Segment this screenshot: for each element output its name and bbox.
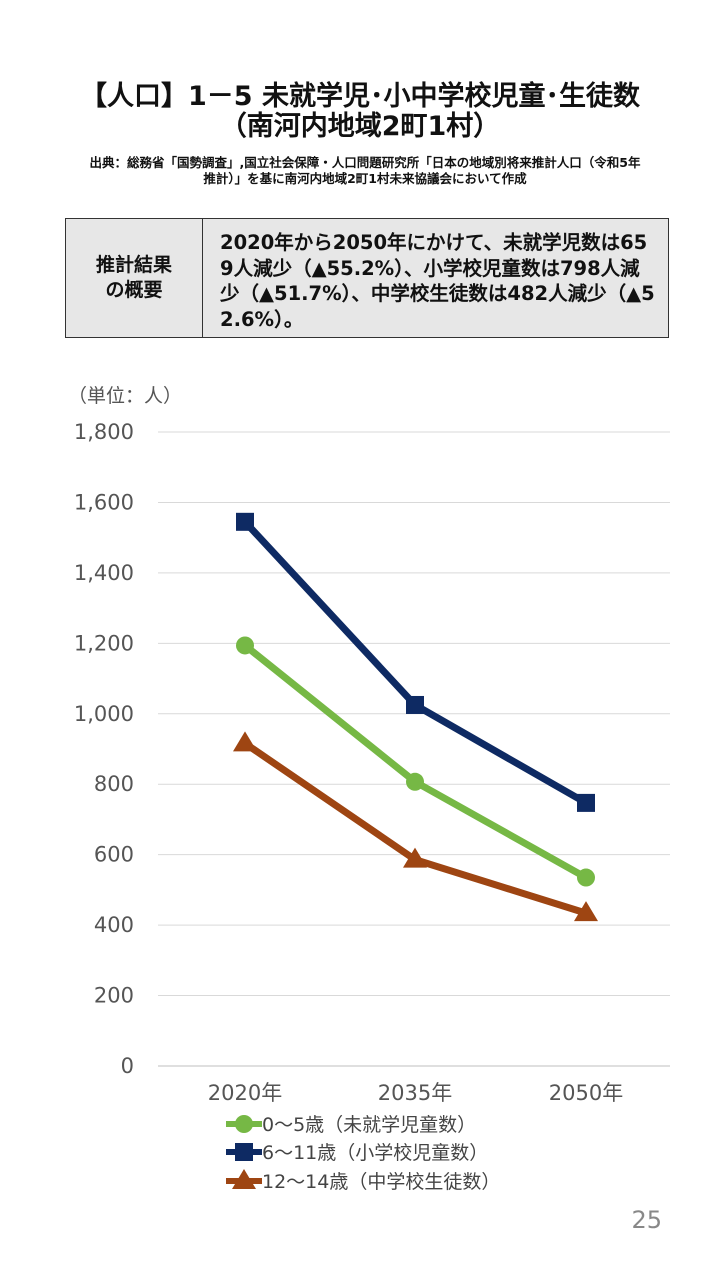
y-tick-label: 600 bbox=[94, 843, 134, 867]
page-number: 25 bbox=[631, 1206, 662, 1234]
page-title: 【人口】1－5 未就学児･小中学校児童･生徒数 （南河内地域2町1村） bbox=[0, 82, 720, 142]
summary-label: 推計結果 の概要 bbox=[66, 219, 203, 337]
summary-text: 2020年から2050年にかけて、未就学児数は659人減少（▲55.2%）、小学… bbox=[220, 231, 655, 331]
data-point bbox=[236, 636, 254, 655]
data-point bbox=[577, 793, 595, 812]
data-point bbox=[233, 731, 257, 752]
series-line bbox=[243, 740, 588, 917]
y-tick-label: 1,800 bbox=[74, 420, 134, 444]
legend-entry: 12～14歳（中学校生徒数） bbox=[226, 1169, 500, 1193]
y-tick-label: 1,400 bbox=[74, 561, 134, 585]
y-tick-label: 1,000 bbox=[74, 702, 134, 726]
data-point bbox=[574, 901, 598, 922]
summary-table: 推計結果 の概要 2020年から2050年にかけて、未就学児数は659人減少（▲… bbox=[65, 218, 669, 338]
data-point bbox=[403, 847, 427, 868]
legend-label: 12～14歳（中学校生徒数） bbox=[262, 1171, 500, 1193]
legend-entry: 6～11歳（小学校児童数） bbox=[226, 1142, 488, 1164]
unit-label: （単位：人） bbox=[68, 385, 183, 407]
x-tick-label: 2035年 bbox=[378, 1081, 452, 1105]
y-tick-label: 0 bbox=[121, 1054, 134, 1078]
data-point bbox=[406, 695, 424, 714]
legend-entry: 0～5歳（未就学児童数） bbox=[226, 1114, 476, 1136]
line-chart: 0 200 400 600 800 1,000 1,200 1,400 1,600 1,800 2… bbox=[74, 420, 670, 1193]
data-point bbox=[236, 512, 254, 531]
x-tick-label: 2050年 bbox=[549, 1081, 623, 1105]
y-tick-label: 800 bbox=[94, 772, 134, 796]
series-2 bbox=[236, 512, 595, 812]
title-line-2: （南河内地域2町1村） bbox=[219, 111, 501, 142]
summary-label-line-2: の概要 bbox=[105, 279, 163, 301]
data-point bbox=[406, 772, 424, 791]
series-1 bbox=[236, 636, 595, 887]
series-line bbox=[242, 519, 588, 806]
legend-label: 6～11歳（小学校児童数） bbox=[262, 1142, 488, 1164]
legend-swatch-marker bbox=[235, 1115, 253, 1133]
y-tick-label: 1,600 bbox=[74, 490, 134, 514]
x-tick-label: 2020年 bbox=[208, 1081, 282, 1105]
series-3 bbox=[233, 731, 598, 922]
y-tick-label: 200 bbox=[94, 984, 134, 1008]
summary-label-line-1: 推計結果 bbox=[95, 254, 172, 276]
legend-label: 0～5歳（未就学児童数） bbox=[262, 1114, 476, 1136]
title-line-1: 【人口】1－5 未就学児･小中学校児童･生徒数 bbox=[80, 81, 640, 112]
source-line-1: 出典：総務省「国勢調査」,国立社会保障・人口問題研究所「日本の地域別将来推計人口… bbox=[89, 155, 641, 170]
data-point bbox=[577, 868, 595, 887]
y-tick-label: 400 bbox=[94, 913, 134, 937]
source-line-2: 推計）」を基に南河内地域2町1村未来協議会において作成 bbox=[203, 171, 527, 186]
y-tick-label: 1,200 bbox=[74, 631, 134, 655]
source-note: 出典：総務省「国勢調査」,国立社会保障・人口問題研究所「日本の地域別将来推計人口… bbox=[70, 155, 660, 187]
series-line bbox=[242, 642, 588, 881]
legend-swatch-marker bbox=[232, 1169, 256, 1189]
legend-swatch-marker bbox=[235, 1143, 253, 1161]
